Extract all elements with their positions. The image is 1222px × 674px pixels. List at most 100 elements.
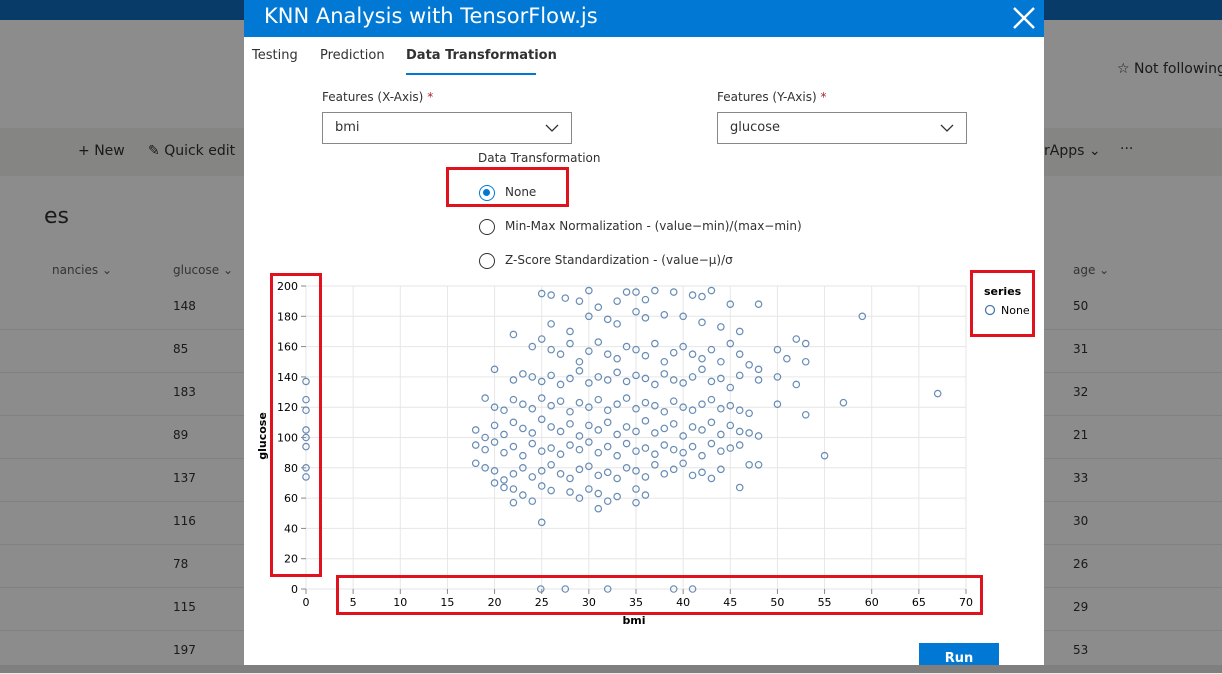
tab-prediction[interactable]: Prediction <box>320 48 385 63</box>
follow-button[interactable]: ☆ Not following <box>1117 61 1222 77</box>
data-point <box>471 459 480 468</box>
x-tick-label: 0 <box>303 596 310 609</box>
data-point <box>735 371 744 380</box>
data-point <box>641 444 650 452</box>
more-options-button[interactable]: ··· <box>1120 141 1134 157</box>
data-point <box>509 442 518 451</box>
data-point <box>669 465 678 474</box>
column-header-age[interactable]: age ⌄ <box>1073 263 1110 277</box>
data-point <box>641 398 650 407</box>
tab-testing[interactable]: Testing <box>252 48 298 63</box>
data-point <box>613 354 621 363</box>
data-point <box>641 351 650 360</box>
data-point <box>594 426 603 434</box>
data-point <box>698 318 706 327</box>
features-y-dropdown[interactable]: glucose <box>717 112 967 144</box>
column-header-pregnancies[interactable]: nancies ⌄ <box>52 263 113 277</box>
data-point <box>302 377 310 386</box>
data-point <box>707 439 716 448</box>
data-point <box>669 348 678 357</box>
x-tick-label: 60 <box>865 596 879 609</box>
data-point <box>679 312 687 321</box>
data-point <box>754 460 763 469</box>
data-point <box>613 400 621 408</box>
data-point <box>537 289 546 298</box>
data-point <box>613 297 621 305</box>
row-age-cell: 30 <box>1073 514 1089 528</box>
data-point <box>622 377 631 386</box>
data-point <box>745 460 753 469</box>
y-tick-label: 80 <box>284 462 298 475</box>
pencil-icon: ✎ <box>148 143 160 159</box>
radio-none-label: None <box>505 185 537 199</box>
data-point <box>669 288 678 296</box>
data-point <box>537 518 546 527</box>
column-header-glucose[interactable]: glucose ⌄ <box>173 263 234 277</box>
data-point <box>679 448 687 457</box>
x-tick-label: 45 <box>723 596 737 609</box>
data-point <box>594 448 603 457</box>
data-point <box>688 471 697 480</box>
quick-edit-button[interactable]: ✎ Quick edit <box>148 143 236 159</box>
data-point <box>717 404 725 413</box>
data-point <box>528 439 537 448</box>
data-point <box>585 312 593 321</box>
data-point <box>669 420 678 428</box>
data-point <box>500 476 508 484</box>
data-point <box>566 420 574 428</box>
run-button[interactable]: Run <box>919 643 999 665</box>
data-point <box>509 418 518 427</box>
star-icon: ☆ <box>1117 61 1130 77</box>
data-point <box>575 398 584 407</box>
row-age-cell: 33 <box>1073 471 1089 485</box>
data-point <box>707 395 716 404</box>
data-point <box>547 444 555 452</box>
data-point <box>688 423 697 431</box>
data-point <box>566 407 574 416</box>
data-point <box>651 460 659 469</box>
data-point <box>537 447 546 455</box>
tab-data-transformation[interactable]: Data Transformation <box>406 48 557 63</box>
data-point <box>547 401 555 410</box>
data-point <box>679 432 687 440</box>
y-tick-label: 160 <box>277 341 298 354</box>
radio-z-score-label: Z-Score Standardization - (value−μ)/σ <box>505 253 733 267</box>
data-point <box>585 421 593 430</box>
y-tick-label: 120 <box>277 401 298 414</box>
features-x-dropdown[interactable]: bmi <box>322 112 572 144</box>
data-point <box>594 338 603 346</box>
y-tick-label: 140 <box>277 371 298 384</box>
data-point <box>490 438 499 446</box>
new-button[interactable]: + New <box>78 143 125 159</box>
close-icon[interactable] <box>1010 4 1038 32</box>
data-point <box>509 498 518 507</box>
row-age-cell: 29 <box>1073 600 1089 614</box>
row-glucose-cell: 78 <box>173 557 189 571</box>
data-point <box>660 470 669 478</box>
data-point <box>490 365 499 374</box>
data-point <box>528 497 537 505</box>
data-point <box>556 380 565 389</box>
data-point <box>717 357 725 366</box>
data-point <box>717 430 725 439</box>
data-point <box>622 464 631 472</box>
data-point <box>519 424 527 433</box>
dialog-title: KNN Analysis with TensorFlow.js <box>264 4 598 28</box>
data-point <box>669 445 678 454</box>
data-point <box>561 585 570 593</box>
data-point <box>566 474 574 483</box>
y-tick-label: 40 <box>284 522 298 535</box>
power-apps-menu[interactable]: rApps ⌄ <box>1044 143 1101 159</box>
data-point <box>679 459 687 468</box>
data-point <box>302 442 310 451</box>
data-point <box>717 374 725 383</box>
data-point <box>651 401 659 410</box>
row-age-cell: 50 <box>1073 299 1089 313</box>
data-point <box>726 383 735 392</box>
data-point <box>547 320 555 328</box>
data-point <box>735 483 744 492</box>
data-point <box>528 404 537 413</box>
data-point <box>632 345 640 354</box>
x-tick-label: 50 <box>770 596 784 609</box>
legend-symbol <box>984 304 996 316</box>
